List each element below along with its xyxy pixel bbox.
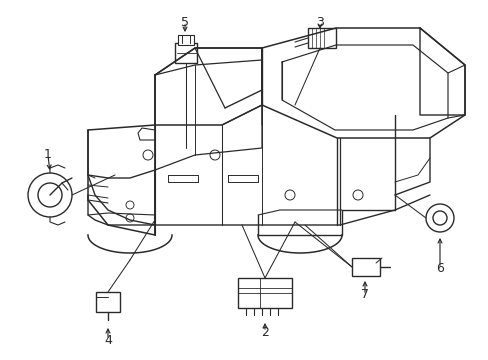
FancyBboxPatch shape	[351, 258, 379, 276]
Text: 3: 3	[315, 15, 323, 28]
Text: 6: 6	[435, 261, 443, 274]
FancyBboxPatch shape	[96, 292, 120, 312]
Text: 7: 7	[360, 288, 368, 301]
FancyBboxPatch shape	[238, 278, 291, 308]
Text: 2: 2	[261, 325, 268, 338]
FancyBboxPatch shape	[307, 28, 335, 48]
FancyBboxPatch shape	[175, 43, 197, 63]
Text: 4: 4	[104, 333, 112, 346]
Text: 5: 5	[181, 15, 189, 28]
FancyBboxPatch shape	[178, 35, 194, 45]
Text: 1: 1	[44, 148, 52, 162]
